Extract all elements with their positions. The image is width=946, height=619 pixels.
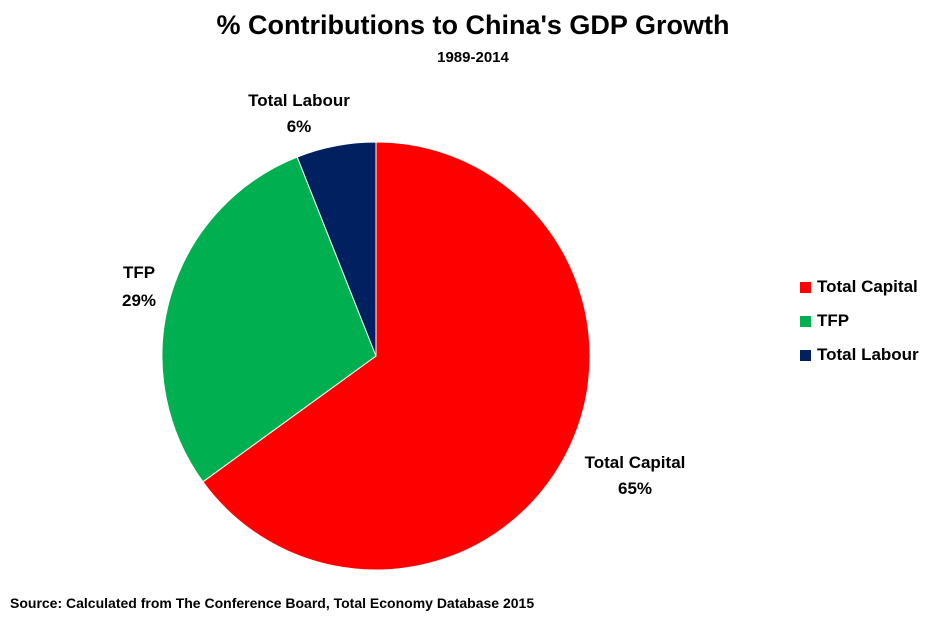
legend-label-total-capital: Total Capital: [817, 277, 918, 296]
slice-label-total-labour: Total Labour: [248, 91, 350, 110]
pie-slice-total-capital: [202, 141, 591, 571]
chart-title: % Contributions to China's GDP Growth: [216, 10, 730, 40]
legend-swatch-total-labour: [800, 349, 811, 361]
slice-value-total-labour: 6%: [287, 117, 312, 136]
pie-slices: [161, 141, 591, 571]
legend-item-total-capital: Total Capital: [800, 270, 919, 304]
pie-slice-total-labour: [296, 141, 377, 357]
slice-label-tfp: TFP: [123, 263, 155, 282]
legend-label-total-labour: Total Labour: [817, 345, 919, 364]
slice-value-tfp: 29%: [122, 291, 156, 310]
legend-item-tfp: TFP: [800, 304, 919, 338]
chart-subtitle: 1989-2014: [437, 49, 509, 66]
source-note: Source: Calculated from The Conference B…: [10, 595, 535, 611]
pie-slice-tfp: [161, 156, 377, 483]
legend-label-tfp: TFP: [817, 311, 850, 330]
pie-labels: Total Capital 65% TFP 29% Total Labour 6%: [122, 91, 685, 498]
legend-swatch-tfp: [800, 315, 811, 327]
slice-label-total-capital: Total Capital: [585, 453, 686, 472]
legend-swatch-total-capital: [800, 281, 811, 293]
legend-item-total-labour: Total Labour: [800, 338, 919, 372]
legend: Total Capital TFP Total Labour: [800, 270, 919, 372]
slice-value-total-capital: 65%: [618, 479, 652, 498]
